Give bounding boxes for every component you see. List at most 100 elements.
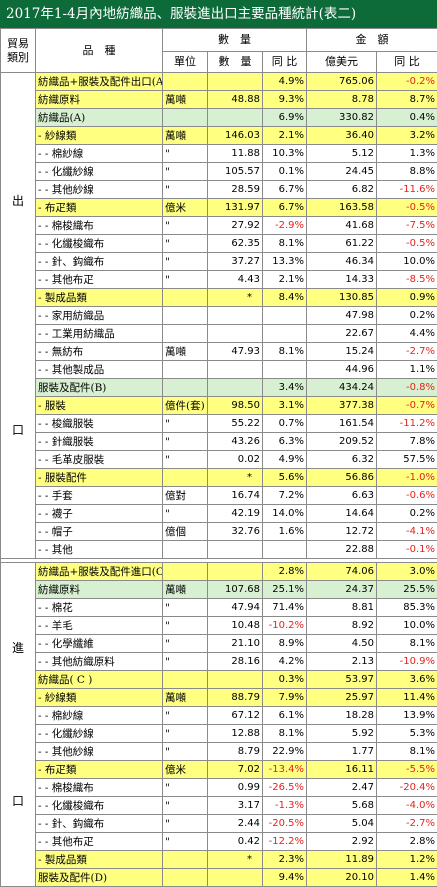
row-quantity-yoy: 6.7% [263, 199, 307, 217]
row-value: 2.13 [307, 653, 377, 671]
row-value: 4.50 [307, 635, 377, 653]
table-row: - - 棉梭織布"0.99-26.5%2.47-20.4% [1, 779, 437, 797]
row-item-name: - - 針織服裝 [36, 433, 163, 451]
row-item-name: - 製成品類 [36, 851, 163, 869]
row-quantity: 0.99 [208, 779, 263, 797]
row-value: 24.45 [307, 163, 377, 181]
row-value: 6.32 [307, 451, 377, 469]
row-item-name: - - 其他布疋 [36, 271, 163, 289]
row-value-yoy: -0.1% [377, 541, 437, 559]
row-quantity: 21.10 [208, 635, 263, 653]
row-quantity [208, 307, 263, 325]
row-unit: 億對 [163, 487, 208, 505]
row-item-name: - - 化學纖維 [36, 635, 163, 653]
row-value-yoy: -10.9% [377, 653, 437, 671]
row-value: 377.38 [307, 397, 377, 415]
row-value: 209.52 [307, 433, 377, 451]
row-quantity-yoy: -2.9% [263, 217, 307, 235]
header-item: 品 種 [36, 29, 163, 73]
row-item-name: 紡織品+服裝及配件出口(A+B) [36, 73, 163, 91]
row-unit [163, 325, 208, 343]
row-quantity-yoy: 9.4% [263, 869, 307, 887]
import-category-char: 進 [12, 640, 24, 656]
row-quantity-yoy: -10.2% [263, 617, 307, 635]
row-value: 44.96 [307, 361, 377, 379]
header-unit: 單位 [163, 52, 208, 73]
row-quantity-yoy: 8.1% [263, 235, 307, 253]
row-quantity-yoy: 8.4% [263, 289, 307, 307]
row-unit: " [163, 271, 208, 289]
row-value-yoy: 10.0% [377, 253, 437, 271]
row-unit [163, 563, 208, 581]
row-unit: " [163, 833, 208, 851]
row-value-yoy: 1.3% [377, 145, 437, 163]
row-quantity-yoy: 4.9% [263, 73, 307, 91]
row-unit [163, 379, 208, 397]
row-value: 5.68 [307, 797, 377, 815]
row-quantity-yoy: 6.7% [263, 181, 307, 199]
row-item-name: - - 其他布疋 [36, 833, 163, 851]
row-value-yoy: 0.2% [377, 505, 437, 523]
row-value-yoy: 8.1% [377, 635, 437, 653]
row-value-yoy: 8.1% [377, 743, 437, 761]
row-quantity: 47.94 [208, 599, 263, 617]
row-quantity-yoy: 2.3% [263, 851, 307, 869]
row-quantity-yoy: 0.7% [263, 415, 307, 433]
row-value: 22.88 [307, 541, 377, 559]
row-quantity: 3.17 [208, 797, 263, 815]
row-quantity-yoy: 8.1% [263, 725, 307, 743]
row-quantity: 28.59 [208, 181, 263, 199]
row-value-yoy: 3.2% [377, 127, 437, 145]
row-quantity-yoy: -13.4% [263, 761, 307, 779]
row-quantity: 28.16 [208, 653, 263, 671]
row-quantity: 32.76 [208, 523, 263, 541]
row-value-yoy: 4.4% [377, 325, 437, 343]
row-quantity-yoy: 5.6% [263, 469, 307, 487]
row-quantity: 4.43 [208, 271, 263, 289]
row-quantity-yoy: 4.9% [263, 451, 307, 469]
row-quantity-yoy: 7.9% [263, 689, 307, 707]
row-value-yoy: 3.6% [377, 671, 437, 689]
row-unit: 萬噸 [163, 127, 208, 145]
trade-table: 貿易類別 品 種 數 量 金 額 單位 數 量 同 比 億美元 同 比 出口紡織… [0, 28, 437, 887]
row-item-name: - - 化纖梭織布 [36, 235, 163, 253]
row-unit: " [163, 815, 208, 833]
row-unit: " [163, 235, 208, 253]
row-item-name: - - 手套 [36, 487, 163, 505]
row-unit: " [163, 217, 208, 235]
row-unit: " [163, 707, 208, 725]
row-item-name: 服裝及配件(D) [36, 869, 163, 887]
row-unit: " [163, 797, 208, 815]
row-unit: " [163, 743, 208, 761]
row-quantity-yoy: 8.1% [263, 343, 307, 361]
row-value-yoy: -0.6% [377, 487, 437, 505]
row-quantity-yoy: -12.2% [263, 833, 307, 851]
row-item-name: 紡織品(A) [36, 109, 163, 127]
row-quantity-yoy: 22.9% [263, 743, 307, 761]
row-unit: " [163, 253, 208, 271]
row-value: 1.77 [307, 743, 377, 761]
row-quantity-yoy: 10.3% [263, 145, 307, 163]
row-value-yoy: 1.1% [377, 361, 437, 379]
row-unit: 億米 [163, 761, 208, 779]
row-quantity: 27.92 [208, 217, 263, 235]
row-quantity [208, 109, 263, 127]
row-value: 14.64 [307, 505, 377, 523]
header-trade-type: 貿易類別 [1, 29, 36, 73]
row-item-name: - - 其他紗線 [36, 743, 163, 761]
row-unit [163, 469, 208, 487]
